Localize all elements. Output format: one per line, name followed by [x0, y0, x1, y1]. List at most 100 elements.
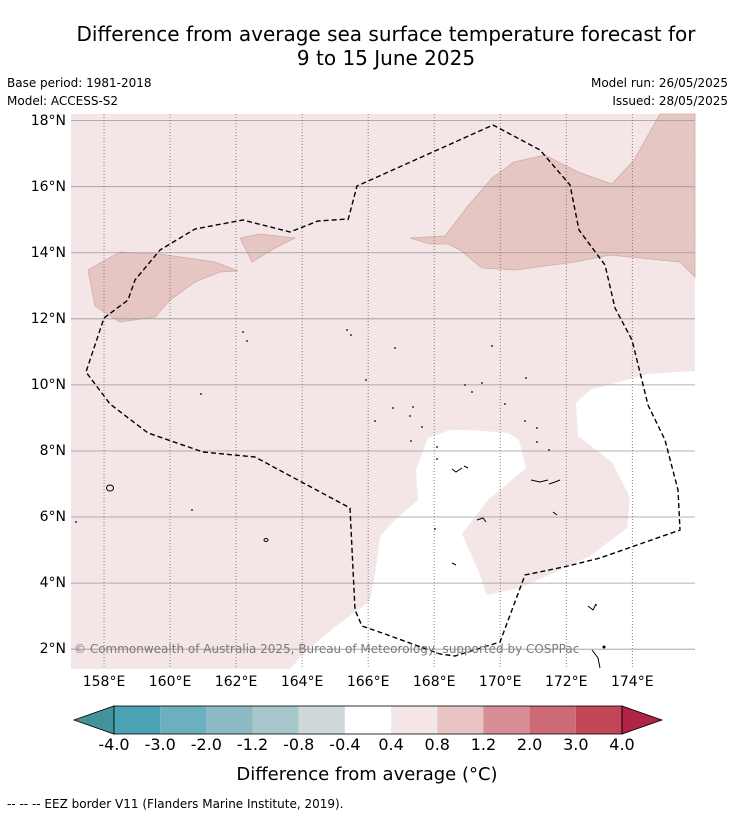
island-marker [530, 479, 549, 483]
island-dot [394, 347, 396, 349]
base-period: Base period: 1981-2018 [7, 76, 152, 90]
longitude-tick-label: 162°E [214, 674, 258, 690]
island-dot [464, 384, 466, 386]
colorbar-tick-label: -0.4 [329, 735, 361, 754]
island-marker [263, 538, 269, 542]
latitude-tick-label: 14°N [30, 244, 66, 261]
left-metadata: Base period: 1981-2018 Model: ACCESS-S2 [7, 74, 152, 110]
island-marker [476, 517, 487, 523]
island-dot [242, 331, 244, 333]
colorbar-tick-label: -3.0 [144, 735, 176, 754]
title-line-1: Difference from average sea surface temp… [76, 22, 696, 46]
copyright-notice: © Commonwealth of Australia 2025, Bureau… [74, 642, 579, 656]
longitude-tick-label: 164°E [280, 674, 324, 690]
island-dot [75, 521, 77, 523]
colorbar-tick-label: -4.0 [98, 735, 130, 754]
colorbar-segment [437, 706, 484, 734]
island-dot [246, 340, 248, 342]
anomaly-region-northeast [409, 113, 696, 278]
colorbar-segment [575, 706, 622, 734]
longitude-tick-label: 158°E [82, 674, 126, 690]
colorbar-tick-label: 2.0 [516, 735, 543, 754]
colorbar-tick-label: 4.0 [609, 735, 635, 754]
island-dot [481, 382, 483, 384]
island-dot [436, 446, 438, 448]
island-dot [436, 458, 438, 460]
island-dot [346, 329, 348, 331]
island-dot [595, 604, 597, 606]
island-dots [75, 329, 606, 649]
island-dot [412, 406, 414, 408]
island-marker [591, 649, 601, 669]
graticule [71, 114, 695, 669]
footnote: -- -- -- EEZ border V11 (Flanders Marine… [7, 797, 344, 811]
latitude-tick-label: 10°N [30, 376, 66, 393]
model-name: Model: ACCESS-S2 [7, 94, 119, 108]
island-dot [525, 377, 527, 379]
longitude-tick-label: 170°E [478, 674, 522, 690]
colorbar-extend-low [72, 705, 115, 735]
island-marker [463, 465, 469, 469]
model-run-date: Model run: 26/05/2025 [590, 76, 728, 90]
island-marker [587, 603, 597, 611]
island-marker [451, 562, 457, 566]
anomaly-region-west [87, 251, 239, 323]
colorbar-tick-label: -1.2 [236, 735, 269, 754]
longitude-tick-label: 166°E [346, 674, 390, 690]
latitude-tick-label: 16°N [30, 178, 66, 195]
latitude-tick-label: 2°N [39, 641, 66, 658]
island-dot [392, 407, 394, 409]
latitude-tick-label: 4°N [39, 575, 66, 592]
island-dot [524, 420, 526, 422]
island-dot [350, 334, 352, 336]
colorbar-tick-label: 3.0 [563, 735, 589, 754]
island-dot [536, 427, 538, 429]
latitude-tick-label: 6°N [39, 509, 66, 526]
latitude-tick-label: 18°N [30, 112, 66, 129]
island-dot [191, 509, 193, 511]
colorbar-segment [206, 706, 253, 734]
island-dot [491, 345, 493, 347]
longitude-tick-label: 160°E [148, 674, 192, 690]
colorbar [72, 705, 664, 735]
eez-border [85, 124, 681, 657]
longitude-tick-label: 168°E [412, 674, 456, 690]
longitude-tick-label: 172°E [544, 674, 588, 690]
island-dot [365, 379, 367, 381]
island-dot [602, 645, 606, 649]
colorbar-tick-label: 0.8 [424, 735, 450, 754]
island-dot [504, 403, 506, 405]
colorbar-segment [298, 706, 345, 734]
right-metadata: Model run: 26/05/2025 Issued: 28/05/2025 [591, 74, 728, 110]
forecast-map: © Commonwealth of Australia 2025, Bureau… [71, 113, 696, 669]
anomaly-region-central [239, 233, 297, 263]
issued-date: Issued: 28/05/2025 [612, 94, 728, 108]
colorbar-segment [391, 706, 438, 734]
title-line-2: 9 to 15 June 2025 [296, 46, 476, 70]
island-dot [471, 391, 473, 393]
colorbar-extend-high [621, 705, 664, 735]
colorbar-segment [344, 706, 392, 734]
island-marker [451, 467, 463, 473]
colorbar-segment [252, 706, 299, 734]
colorbar-segment [114, 706, 161, 734]
map-title: Difference from average sea surface temp… [0, 22, 736, 70]
neutral-anomaly-region [290, 371, 695, 669]
island-dot [421, 426, 423, 428]
latitude-tick-label: 12°N [30, 310, 66, 327]
island-dot [410, 440, 412, 442]
latitude-tick-label: 8°N [39, 442, 66, 459]
colorbar-tick-label: 0.4 [378, 735, 404, 754]
island-marker [548, 479, 561, 485]
island-dot [374, 420, 376, 422]
longitude-tick-label: 174°E [610, 674, 654, 690]
colorbar-tick-label: 1.2 [470, 735, 497, 754]
island-dot [434, 528, 436, 530]
island-dot [409, 415, 411, 417]
island-marker [106, 484, 114, 492]
colorbar-outline [113, 705, 623, 735]
colorbar-segment [529, 706, 576, 734]
island-dot [200, 393, 202, 395]
island-dot [548, 449, 550, 451]
colorbar-label: Difference from average (°C) [236, 764, 498, 785]
